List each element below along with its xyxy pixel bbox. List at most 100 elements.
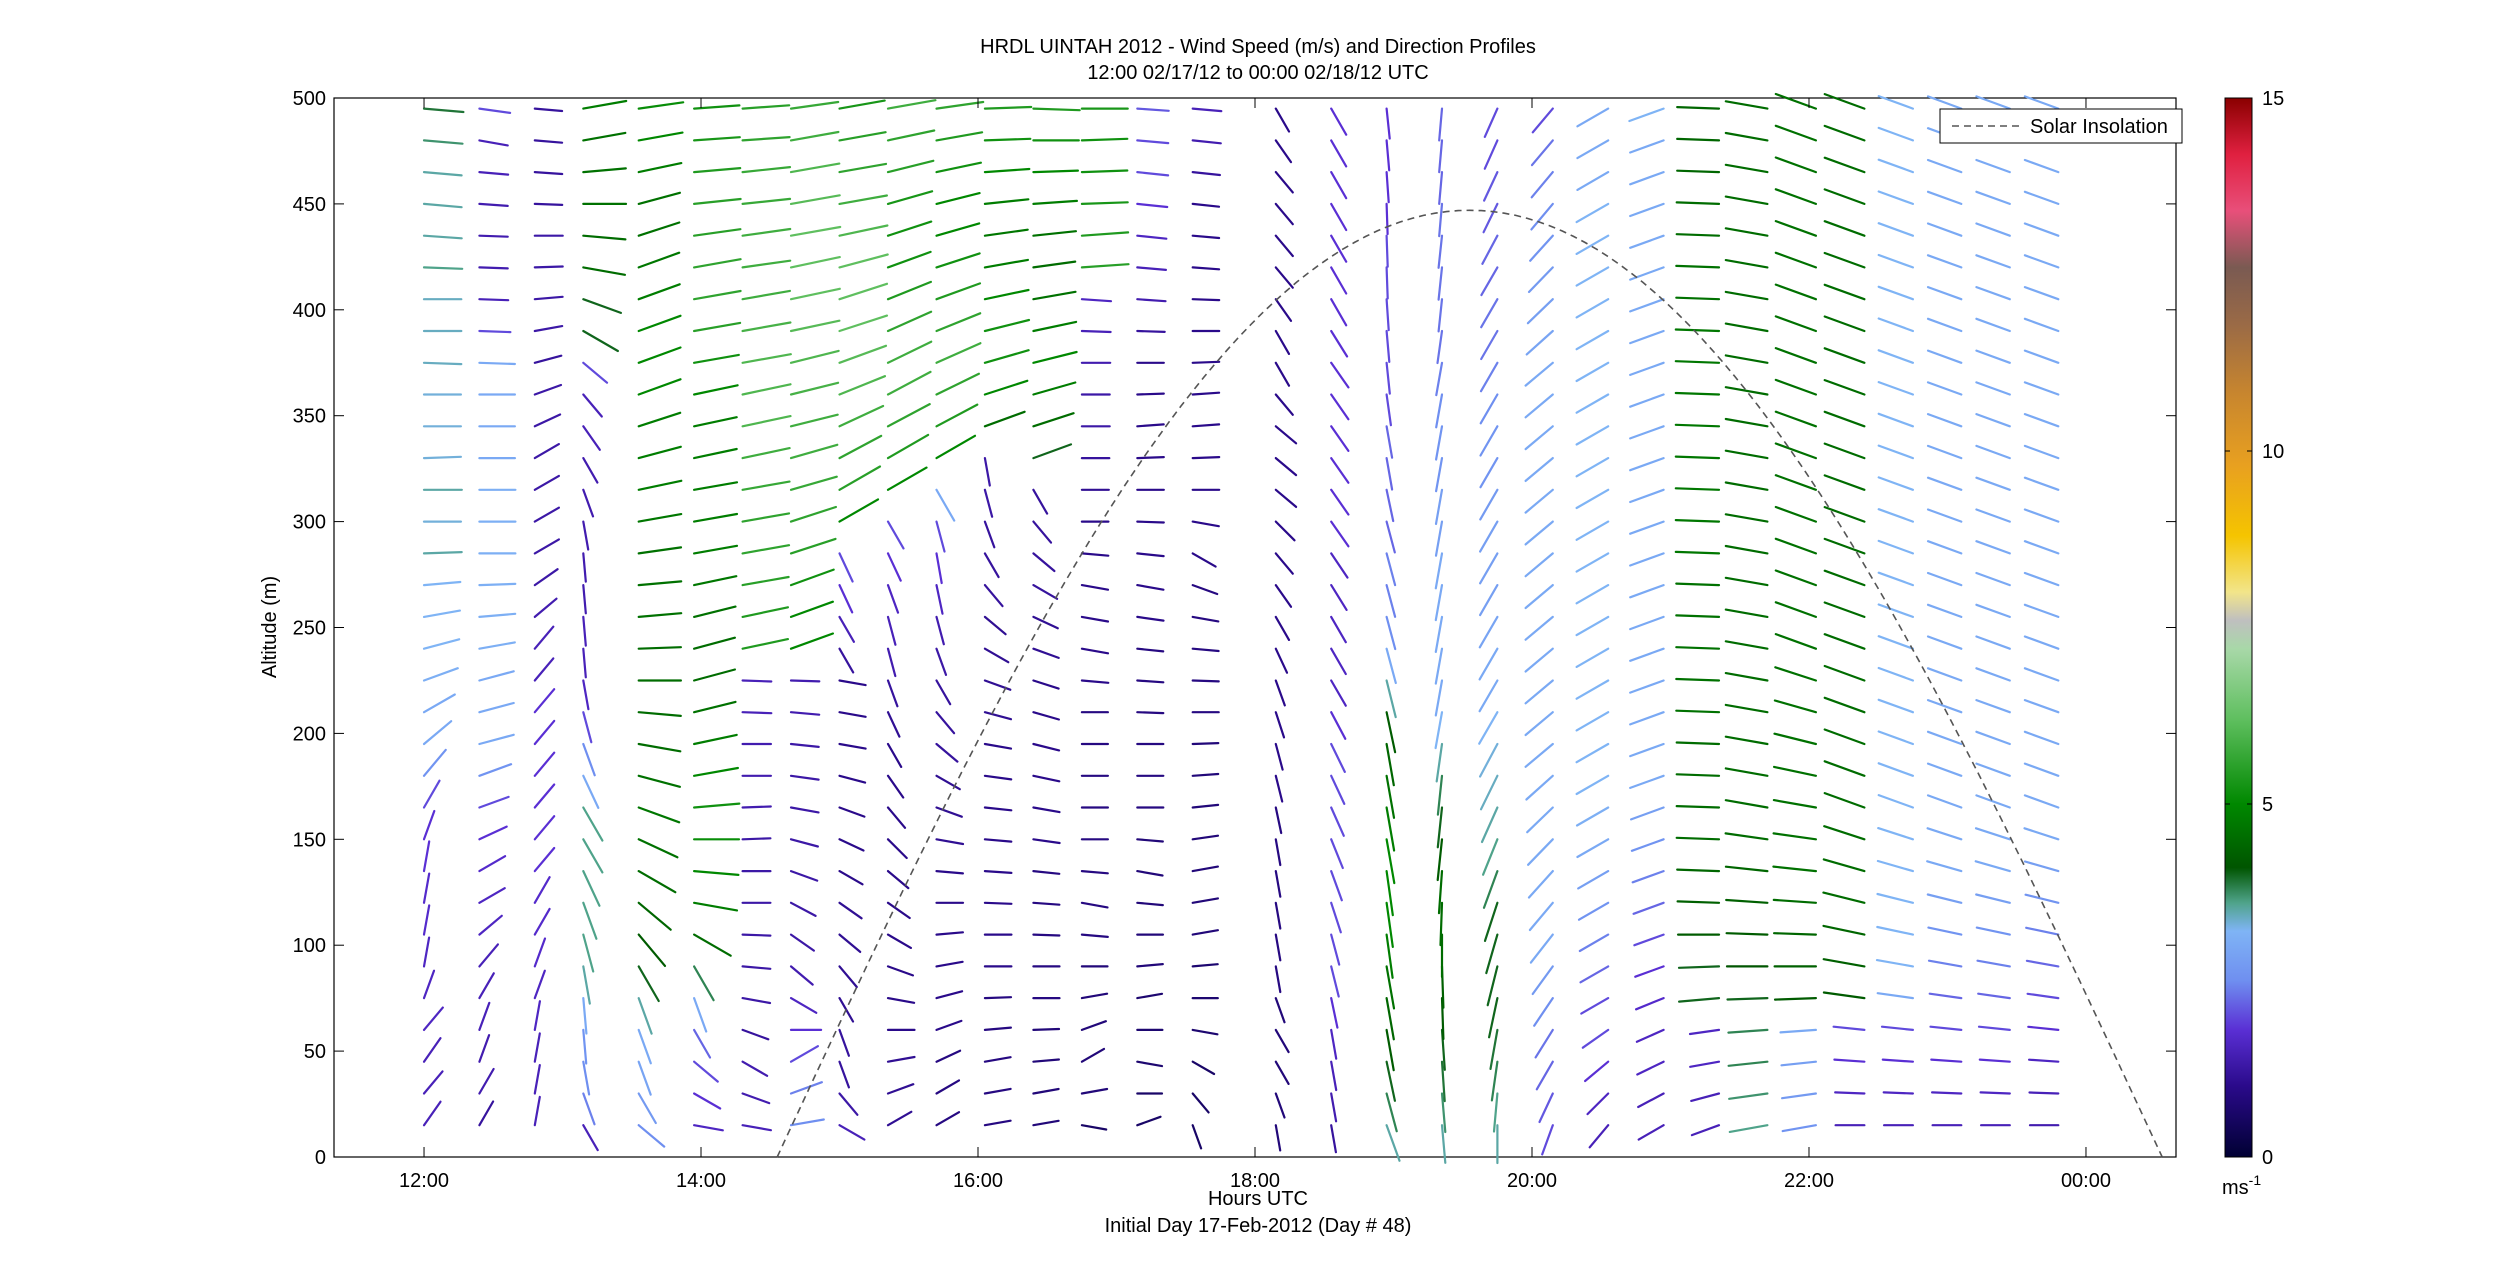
wind-vector	[1385, 234, 1389, 268]
wind-vector	[1675, 614, 1721, 619]
wind-vector	[1480, 806, 1499, 844]
wind-vector	[1136, 107, 1170, 112]
colorbar-tick-label: 10	[2262, 441, 2284, 463]
wind-vector	[1438, 171, 1444, 205]
wind-vector	[838, 375, 887, 396]
colorbar-tick-label: 0	[2262, 1147, 2273, 1169]
wind-vector	[2023, 698, 2060, 714]
wind-vector	[935, 647, 948, 677]
wind-vector	[886, 679, 899, 708]
wind-vector	[983, 647, 1010, 664]
wind-vector	[1479, 393, 1499, 425]
wind-vector	[637, 283, 681, 301]
wind-vector	[983, 583, 1004, 608]
wind-vector	[1877, 762, 1915, 777]
wind-vector	[1774, 378, 1818, 396]
wind-vector	[1575, 425, 1610, 446]
wind-vector	[1926, 762, 1963, 777]
wind-vector	[741, 104, 791, 110]
wind-vector	[582, 869, 601, 907]
wind-vector	[1977, 1025, 2011, 1032]
wind-vector	[1774, 283, 1818, 301]
wind-vector	[692, 766, 740, 777]
wind-vector	[983, 615, 1007, 636]
wind-vector	[983, 379, 1029, 396]
wind-vector	[692, 933, 732, 957]
wind-vector	[1330, 615, 1347, 644]
wind-vector	[1080, 169, 1129, 174]
wind-vector	[637, 711, 682, 718]
wind-vector	[1274, 139, 1293, 164]
wind-vector	[1724, 322, 1769, 333]
wind-vector	[1330, 933, 1341, 966]
wind-vector	[1136, 992, 1164, 1000]
wind-vector	[1485, 933, 1499, 975]
x-tick-label: 20:00	[1507, 1170, 1557, 1192]
wind-vector	[838, 869, 864, 886]
wind-vector	[637, 965, 660, 1003]
wind-vector	[983, 1087, 1012, 1095]
wind-vector	[422, 107, 465, 114]
wind-vector	[935, 552, 943, 585]
wind-vector	[692, 1092, 722, 1110]
wind-vector	[1676, 169, 1721, 174]
wind-vector	[1032, 647, 1060, 660]
wind-vector	[1774, 601, 1818, 619]
wind-vector	[582, 457, 599, 484]
wind-vector	[478, 1001, 491, 1032]
wind-vector	[637, 479, 683, 491]
wind-vector	[1478, 615, 1499, 649]
wind-vector	[582, 806, 604, 842]
wind-vector	[1274, 425, 1298, 445]
wind-vector	[1527, 266, 1554, 294]
wind-vector	[886, 190, 934, 205]
wind-vector	[1330, 139, 1348, 168]
wind-vector	[692, 700, 737, 714]
wind-vector	[1724, 513, 1769, 523]
wind-vector	[1274, 1060, 1290, 1086]
wind-vector	[1136, 266, 1168, 271]
wind-vector	[886, 583, 900, 614]
wind-vector	[692, 1060, 719, 1083]
wind-vector	[692, 668, 737, 682]
wind-vector	[533, 325, 564, 333]
wind-vector	[1629, 171, 1665, 186]
wind-vector	[1975, 571, 2011, 587]
wind-vector	[935, 615, 945, 646]
wind-vector	[838, 224, 889, 237]
wind-vector	[983, 105, 1033, 110]
wind-vector	[935, 161, 983, 174]
wind-vector	[741, 996, 772, 1005]
wind-vector	[692, 167, 742, 174]
wind-vector	[1877, 412, 1915, 428]
wind-vector	[983, 869, 1013, 875]
wind-vector	[1774, 666, 1818, 682]
wind-vector	[1274, 1092, 1286, 1119]
wind-vector	[1774, 632, 1818, 650]
wind-vector	[1330, 1124, 1338, 1154]
wind-vector	[838, 679, 867, 687]
wind-vector	[1676, 900, 1721, 904]
wind-vector	[741, 1124, 773, 1132]
wind-vector	[533, 1063, 541, 1095]
wind-vector	[1823, 664, 1866, 682]
wind-vector	[1975, 667, 2011, 682]
wind-vector	[1823, 283, 1866, 301]
wind-vector	[1674, 360, 1721, 364]
wind-vector	[1439, 901, 1444, 947]
wind-vector	[1576, 139, 1610, 160]
wind-vector	[935, 990, 964, 1000]
wind-vector	[1823, 188, 1866, 205]
wind-vector	[983, 838, 1013, 843]
wind-vector	[637, 996, 653, 1035]
wind-vector	[1330, 329, 1349, 358]
wind-vector	[637, 314, 682, 333]
wind-vector	[1191, 171, 1222, 177]
wind-vector	[838, 615, 856, 643]
wind-vector	[1330, 266, 1348, 295]
wind-vector	[741, 383, 792, 396]
wind-vector	[1676, 868, 1721, 873]
wind-vector	[1274, 774, 1284, 803]
wind-vector	[1629, 583, 1665, 599]
wind-vector	[637, 646, 683, 650]
